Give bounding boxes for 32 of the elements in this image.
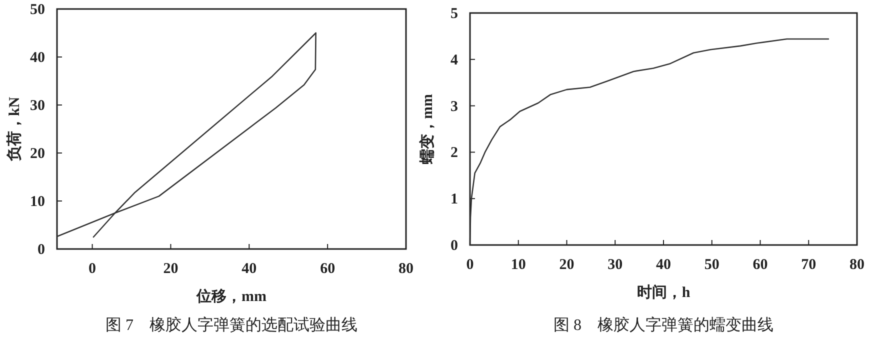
x-tick-label: 70 <box>801 257 816 273</box>
y-tick-label: 5 <box>450 6 458 22</box>
y-tick-label: 4 <box>450 52 458 68</box>
y-axis-title: 蠕变，mm <box>418 94 436 165</box>
caption: 图 8 橡胶人字弹簧的蠕变曲线 <box>554 316 774 334</box>
y-tick-label: 20 <box>30 146 45 162</box>
caption: 图 7 橡胶人字弹簧的选配试验曲线 <box>106 316 358 334</box>
x-axis-title: 时间，h <box>636 284 691 301</box>
x-tick-label: 10 <box>510 257 526 273</box>
y-tick-label: 0 <box>38 242 45 258</box>
x-tick-label: 30 <box>608 257 623 273</box>
x-tick-label: 50 <box>704 257 720 273</box>
y-tick-label: 1 <box>450 192 458 208</box>
x-tick-label: 20 <box>163 261 178 277</box>
y-tick-label: 2 <box>450 145 458 162</box>
y-tick-label: 3 <box>450 98 458 115</box>
x-tick-label: 40 <box>242 261 257 277</box>
y-tick-label: 40 <box>30 50 45 66</box>
y-tick-label: 0 <box>450 238 458 254</box>
x-tick-label: 20 <box>559 257 574 273</box>
y-tick-label: 30 <box>30 98 45 114</box>
x-tick-label: 60 <box>752 257 768 273</box>
x-tick-label: 80 <box>850 257 864 273</box>
y-axis-title: 负荷，kN <box>6 96 23 162</box>
y-tick-label: 10 <box>30 194 45 210</box>
x-tick-label: 60 <box>320 261 336 277</box>
x-tick-label: 40 <box>656 257 671 273</box>
x-tick-label: 80 <box>398 261 414 277</box>
x-axis-title: 位移，mm <box>196 288 267 305</box>
x-tick-label: 0 <box>466 257 474 273</box>
x-tick-label: 0 <box>88 261 96 277</box>
y-tick-label: 50 <box>30 2 45 18</box>
